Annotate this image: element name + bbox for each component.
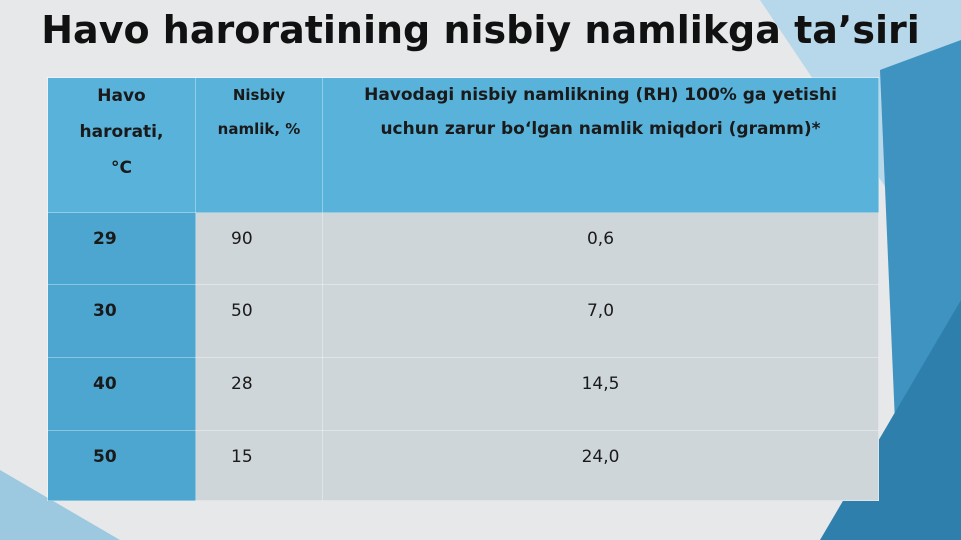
table-row: 50 15 24,0 bbox=[47, 430, 879, 501]
table-cell: 50 bbox=[195, 284, 323, 358]
table-cell: 14,5 bbox=[322, 357, 879, 431]
table-row: 29 90 0,6 bbox=[47, 212, 879, 285]
table: Havo harorati, °C Nisbiy namlik, % Havod… bbox=[47, 77, 879, 501]
table-cell: 15 bbox=[195, 430, 323, 501]
table-cell: 40 bbox=[47, 357, 196, 431]
header-line: uchun zarur bo‘lgan namlik miqdori (gram… bbox=[380, 119, 821, 139]
header-line: Havodagi nisbiy namlikning (RH) 100% ga … bbox=[364, 85, 837, 105]
table-cell: 28 bbox=[195, 357, 323, 431]
slide-title: Havo haroratining nisbiy namlikga ta’sir… bbox=[41, 8, 920, 52]
table-cell: 29 bbox=[47, 212, 196, 285]
table-row: 40 28 14,5 bbox=[47, 357, 879, 431]
header-line: Havo bbox=[97, 86, 146, 106]
table-row: 30 50 7,0 bbox=[47, 284, 879, 358]
header-line: Nisbiy bbox=[232, 86, 286, 104]
deco-shape bbox=[0, 470, 120, 540]
table-cell: 90 bbox=[195, 212, 323, 285]
table-cell: 0,6 bbox=[322, 212, 879, 285]
table-body: 29 90 0,6 30 50 7,0 40 28 14,5 50 15 24,0 bbox=[47, 212, 879, 501]
header-cell: Havo harorati, °C bbox=[47, 77, 196, 213]
header-line: harorati, bbox=[79, 122, 164, 142]
table-cell: 7,0 bbox=[322, 284, 879, 358]
table-cell: 50 bbox=[47, 430, 196, 501]
header-row: Havo harorati, °C Nisbiy namlik, % Havod… bbox=[47, 77, 879, 213]
header-line: namlik, % bbox=[217, 120, 301, 138]
table-cell: 30 bbox=[47, 284, 196, 358]
table-cell: 24,0 bbox=[322, 430, 879, 501]
header-cell: Nisbiy namlik, % bbox=[195, 77, 323, 213]
header-cell: Havodagi nisbiy namlikning (RH) 100% ga … bbox=[322, 77, 879, 213]
header-line: °C bbox=[111, 158, 132, 178]
